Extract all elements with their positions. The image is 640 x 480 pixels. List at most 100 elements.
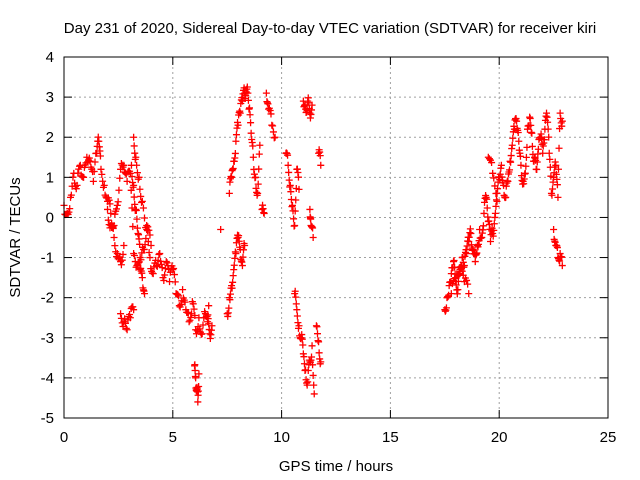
data-point-plus-marker — [553, 244, 561, 252]
data-point-plus-marker — [241, 242, 249, 250]
data-point-plus-marker — [299, 341, 307, 349]
data-point-plus-marker — [112, 205, 120, 213]
data-point-plus-marker — [256, 141, 264, 149]
data-point-plus-marker — [269, 128, 277, 136]
data-point-plus-marker — [247, 119, 255, 127]
data-point-plus-marker — [292, 293, 300, 301]
data-point-plus-marker — [97, 165, 105, 173]
data-point-plus-marker — [458, 267, 466, 275]
data-point-plus-marker — [479, 222, 487, 230]
data-point-plus-marker — [293, 306, 301, 314]
data-point-plus-marker — [191, 367, 199, 375]
data-point-plus-marker — [123, 326, 131, 334]
data-point-plus-marker — [315, 338, 323, 346]
data-point-plus-marker — [294, 173, 302, 181]
data-point-plus-marker — [249, 153, 257, 161]
data-point-plus-marker — [308, 101, 316, 109]
data-point-plus-marker — [236, 109, 244, 117]
data-point-plus-marker — [175, 302, 183, 310]
data-point-plus-marker — [295, 185, 303, 193]
data-point-plus-marker — [195, 382, 203, 390]
data-point-plus-marker — [169, 266, 177, 274]
data-point-plus-marker — [196, 325, 204, 333]
data-point-plus-marker — [450, 257, 458, 265]
data-point-plus-marker — [291, 287, 299, 295]
data-point-plus-marker — [506, 166, 514, 174]
data-point-plus-marker — [208, 322, 216, 330]
data-point-plus-marker — [110, 234, 118, 241]
data-point-plus-marker — [533, 158, 541, 166]
data-point-plus-marker — [249, 142, 257, 150]
data-point-plus-marker — [493, 189, 501, 197]
x-tick-label: 10 — [273, 429, 290, 446]
data-point-plus-marker — [128, 172, 136, 180]
data-point-plus-marker — [300, 353, 308, 361]
data-point-plus-marker — [465, 290, 473, 298]
x-tick-label: 20 — [491, 429, 508, 446]
data-point-plus-marker — [145, 226, 153, 234]
data-point-plus-marker — [247, 129, 255, 137]
data-point-plus-marker — [155, 250, 163, 258]
data-point-plus-marker — [244, 89, 252, 97]
y-axis-label: SDTVAR / TECUs — [7, 177, 24, 297]
data-point-plus-marker — [120, 242, 128, 250]
y-tick-label: -1 — [41, 250, 54, 267]
data-point-plus-marker — [136, 254, 144, 262]
data-point-plus-marker — [73, 181, 81, 189]
data-point-plus-marker — [80, 173, 88, 181]
data-point-plus-marker — [156, 250, 164, 258]
data-point-plus-marker — [454, 286, 462, 294]
data-point-plus-marker — [493, 197, 501, 205]
data-point-plus-marker — [130, 306, 138, 314]
data-point-plus-marker — [114, 198, 122, 206]
data-point-plus-marker — [308, 353, 316, 361]
data-point-plus-marker — [162, 258, 170, 266]
data-point-plus-marker — [442, 304, 450, 312]
data-point-plus-marker — [137, 192, 145, 200]
data-point-plus-marker — [118, 256, 126, 264]
data-point-plus-marker — [553, 181, 561, 189]
data-point-plus-marker — [138, 274, 146, 282]
data-point-plus-marker — [244, 96, 252, 104]
data-points — [60, 83, 566, 406]
data-point-plus-marker — [145, 249, 153, 257]
data-point-plus-marker — [309, 371, 317, 379]
data-point-plus-marker — [144, 238, 152, 246]
data-point-plus-marker — [138, 249, 146, 257]
data-point-plus-marker — [146, 254, 154, 262]
data-point-plus-marker — [161, 271, 169, 279]
data-point-plus-marker — [492, 202, 500, 210]
data-point-plus-marker — [269, 122, 277, 130]
data-point-plus-marker — [254, 180, 262, 188]
data-point-plus-marker — [544, 125, 552, 133]
data-point-plus-marker — [199, 321, 207, 329]
data-point-plus-marker — [285, 176, 293, 184]
data-point-plus-marker — [292, 300, 300, 308]
data-point-plus-marker — [108, 224, 116, 232]
data-point-plus-marker — [533, 166, 541, 174]
data-point-plus-marker — [463, 250, 471, 258]
data-point-plus-marker — [558, 262, 566, 270]
data-point-plus-marker — [126, 311, 134, 319]
data-point-plus-marker — [111, 242, 119, 250]
data-point-plus-marker — [152, 262, 160, 270]
data-point-plus-marker — [170, 271, 178, 279]
data-point-plus-marker — [131, 200, 139, 208]
data-point-plus-marker — [467, 229, 475, 237]
axis-ticks — [63, 56, 609, 419]
data-point-plus-marker — [147, 242, 155, 250]
data-point-plus-marker — [133, 161, 141, 169]
plot-frame — [63, 56, 609, 419]
data-point-plus-marker — [516, 152, 524, 160]
data-point-plus-marker — [109, 224, 117, 232]
data-point-plus-marker — [490, 226, 498, 234]
data-point-plus-marker — [191, 312, 199, 320]
data-point-plus-marker — [132, 206, 140, 214]
data-point-plus-marker — [232, 137, 240, 145]
data-point-plus-marker — [187, 314, 195, 322]
data-point-plus-marker — [104, 205, 112, 213]
data-point-plus-marker — [315, 349, 323, 357]
data-point-plus-marker — [194, 398, 202, 406]
data-point-plus-marker — [488, 159, 496, 167]
